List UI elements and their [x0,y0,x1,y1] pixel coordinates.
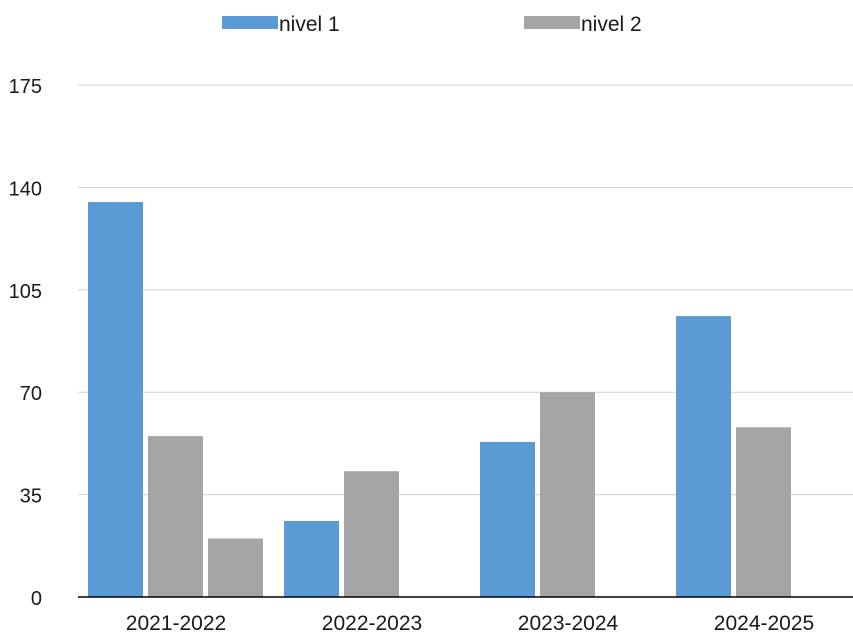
bar-extra-2021-2022 [208,538,263,597]
bar-nivel-2-2022-2023 [344,471,399,597]
legend-label: nivel 2 [581,13,642,36]
legend: nivel 1 nivel 2 [222,13,642,36]
x-tick-label: 2024-2025 [714,612,814,635]
bar-nivel-2-2021-2022 [148,436,203,597]
bar-nivel-1-2024-2025 [676,316,731,597]
legend-swatch [524,16,580,29]
y-tick-label: 70 [20,383,42,405]
y-tick-label: 105 [9,281,42,303]
bar-nivel-1-2023-2024 [480,441,535,597]
x-tick-label: 2022-2023 [322,612,422,635]
bar-nivel-1-2022-2023 [284,520,339,597]
legend-swatch [222,16,278,29]
legend-label: nivel 1 [279,13,340,36]
x-tick-label: 2023-2024 [518,612,619,635]
bar-nivel-2-2024-2025 [736,427,791,597]
bar-nivel-2-2023-2024 [540,392,595,597]
x-axis-ticks: 2021-2022 2022-2023 2023-2024 2024-2025 [126,612,814,635]
y-axis-ticks: 0 35 70 105 140 175 [9,76,42,610]
y-tick-label: 0 [31,588,42,610]
y-tick-label: 175 [9,76,42,98]
y-tick-label: 35 [20,486,42,508]
bars [88,202,791,597]
y-tick-label: 140 [9,178,42,200]
bar-nivel-1-2021-2022 [88,202,143,597]
x-tick-label: 2021-2022 [126,612,226,635]
